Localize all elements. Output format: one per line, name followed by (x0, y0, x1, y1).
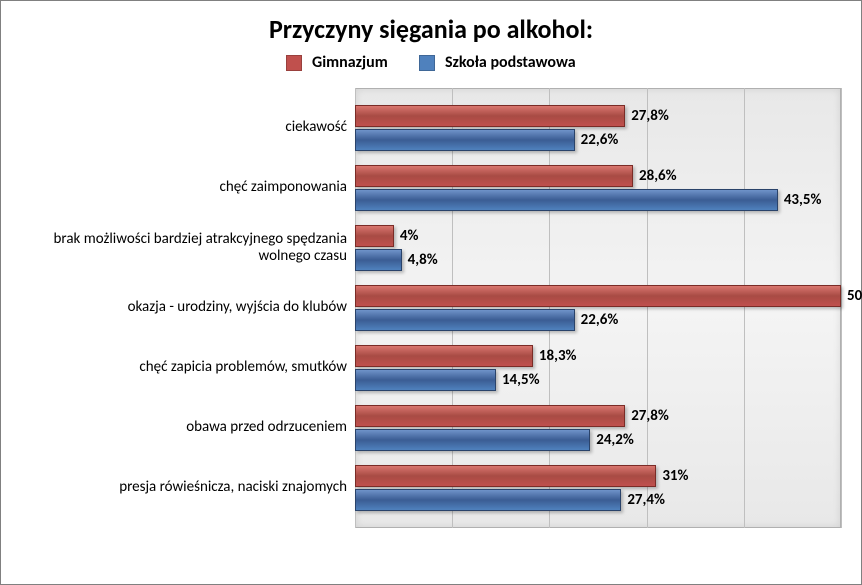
category-label: presja rówieśnicza, naciski znajomych (15, 465, 353, 511)
bar-value-label: 50% (841, 285, 862, 307)
legend-label: Szkoła podstawowa (445, 53, 576, 72)
bar-group: 27,8% 22,6% (355, 105, 841, 151)
bar-szkola-podstawowa (355, 249, 402, 271)
category-labels: ciekawośćchęć zaimponowaniabrak możliwoś… (21, 88, 353, 528)
bar-value-label: 4% (394, 225, 419, 247)
bar-value-label: 18,3% (533, 345, 577, 367)
bar-value-label: 22,6% (575, 309, 619, 331)
category-label: obawa przed odrzuceniem (15, 405, 353, 451)
bar-szkola-podstawowa (355, 369, 496, 391)
bar-value-label: 43,5% (778, 189, 822, 211)
category-label: chęć zaimponowania (15, 165, 353, 211)
legend-label: Gimnazjum (312, 53, 388, 72)
bar-value-label: 27,8% (625, 105, 669, 127)
bar-szkola-podstawowa (355, 489, 621, 511)
plot-area: ciekawośćchęć zaimponowaniabrak możliwoś… (21, 88, 841, 528)
bar-group: 31%27,4% (355, 465, 841, 511)
bar-gimnazjum (355, 165, 633, 187)
category-label: ciekawość (15, 105, 353, 151)
bar-group: 18,3%14,5% (355, 345, 841, 391)
legend-item-gimnazjum: Gimnazjum (286, 53, 387, 72)
bar-value-label: 24,2% (590, 429, 634, 451)
bar-gimnazjum (355, 285, 841, 307)
category-label: brak możliwości bardziej atrakcyjnego sp… (15, 225, 353, 271)
bar-gimnazjum (355, 345, 533, 367)
bar-szkola-podstawowa (355, 129, 575, 151)
legend-swatch-red (286, 55, 302, 71)
plot-inner: 27,8% 22,6% 28,6% 43,5% 4%4,8% 50%22,6% 18,3%1… (355, 88, 841, 528)
bar-value-label: 27,8% (625, 405, 669, 427)
bar-gimnazjum (355, 405, 625, 427)
chart-container: Przyczyny sięgania po alkohol: Gimnazjum… (0, 0, 862, 585)
bars: 27,8% 22,6% 28,6% 43,5% 4%4,8% 50%22,6% 18,3%1… (355, 88, 841, 528)
bar-group: 50%22,6% (355, 285, 841, 331)
legend-item-szkola: Szkoła podstawowa (419, 53, 575, 72)
bar-value-label: 31% (656, 465, 688, 487)
legend-swatch-blue (419, 55, 435, 71)
bar-group: 28,6% 43,5% (355, 165, 841, 211)
bar-szkola-podstawowa (355, 189, 778, 211)
bar-gimnazjum (355, 105, 625, 127)
bar-value-label: 27,4% (621, 489, 665, 511)
category-label: okazja - urodziny, wyjścia do klubów (15, 285, 353, 331)
bar-gimnazjum (355, 225, 394, 247)
bar-szkola-podstawowa (355, 309, 575, 331)
bar-gimnazjum (355, 465, 656, 487)
bar-szkola-podstawowa (355, 429, 590, 451)
bar-group: 27,8%24,2% (355, 405, 841, 451)
chart-title: Przyczyny sięgania po alkohol: (1, 1, 861, 53)
bar-group: 4%4,8% (355, 225, 841, 271)
gridline (841, 88, 842, 528)
bar-value-label: 22,6% (575, 129, 619, 151)
bar-value-label: 28,6% (633, 165, 677, 187)
bar-value-label: 4,8% (402, 249, 438, 271)
legend: Gimnazjum Szkoła podstawowa (1, 53, 861, 88)
bar-value-label: 14,5% (496, 369, 540, 391)
category-label: chęć zapicia problemów, smutków (15, 345, 353, 391)
